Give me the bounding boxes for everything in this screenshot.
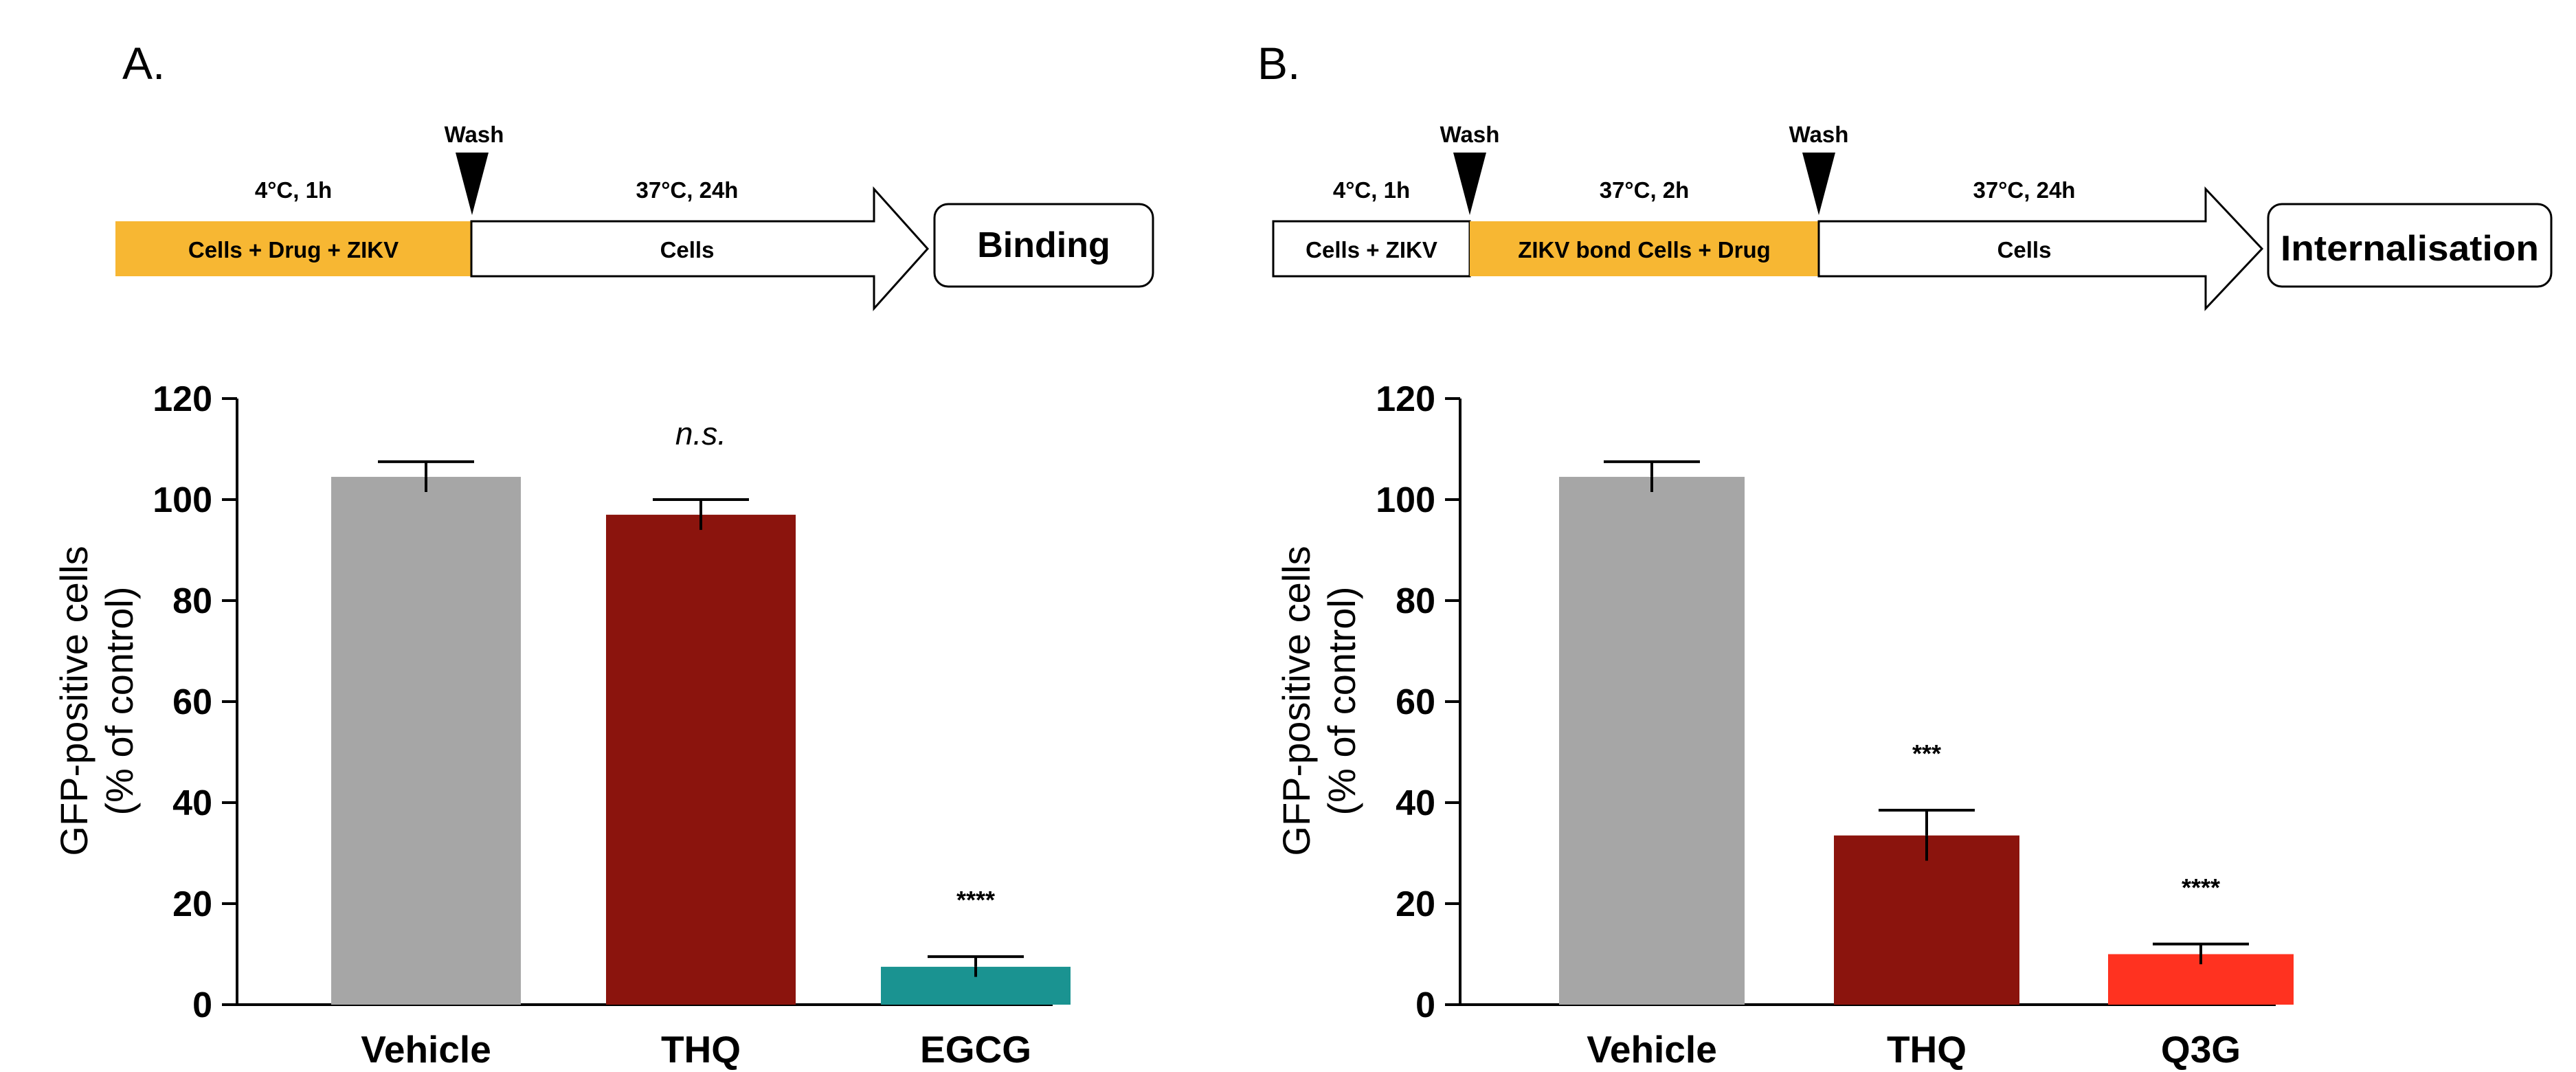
chart-b: 0 20 40 60 80 100 120 Vehicle THQ *** Q3G **** GFP… <box>1275 379 2294 1071</box>
schematic-a: Cells + Drug + ZIKV 4°C, 1h Cells 37°C, … <box>115 122 1154 311</box>
chart-b-ytick-label: 40 <box>1396 783 1435 823</box>
chart-a-bar-vehicle <box>331 476 521 1005</box>
schematic-b-wash-label-2: Wash <box>1789 122 1849 147</box>
panel-a: A. Cells + Drug + ZIKV 4°C, 1h Cells 37°… <box>52 38 1154 1071</box>
chart-a-ytick-label: 120 <box>153 379 212 419</box>
schematic-b-second-condition: 37°C, 24h <box>1973 177 2076 203</box>
chart-b-bar-vehicle <box>1559 476 1745 1005</box>
chart-b-ytick-label: 120 <box>1376 379 1435 419</box>
chart-a-significance-label: n.s. <box>675 416 726 451</box>
schematic-b-drug-box <box>1470 221 1819 276</box>
wash-marker-icon <box>1802 153 1835 215</box>
panel-a-label: A. <box>122 38 165 89</box>
schematic-a-wash-label: Wash <box>445 122 504 147</box>
chart-a-category-label: THQ <box>661 1028 741 1071</box>
chart-a-ylabel-line1: GFP-positive cells <box>52 546 96 856</box>
chart-b-ytick-label: 20 <box>1396 884 1435 924</box>
chart-b-category-label: Vehicle <box>1587 1028 1717 1071</box>
chart-b-ylabel-line1: GFP-positive cells <box>1275 546 1318 856</box>
schematic-a-second-condition: 37°C, 24h <box>636 177 739 203</box>
chart-b-ytick-label: 0 <box>1415 985 1435 1025</box>
schematic-b: Cells + ZIKV 4°C, 1h ZIKV bond Cells + D… <box>1272 122 2553 311</box>
schematic-a-first-condition: 4°C, 1h <box>255 177 332 203</box>
chart-b-ytick-label: 100 <box>1376 480 1435 520</box>
wash-marker-icon <box>456 153 489 215</box>
chart-a-category-label: EGCG <box>920 1028 1031 1071</box>
wash-marker-icon <box>1453 153 1486 215</box>
panel-b: B. Cells + ZIKV 4°C, 1h ZIKV bond Cells … <box>1257 38 2553 1071</box>
schematic-b-end-label: Internalisation <box>2281 229 2539 269</box>
chart-a: 0 20 40 60 80 100 120 Vehicle THQ n.s. EGCG **** G… <box>52 379 1071 1071</box>
schematic-b-first-condition: 4°C, 1h <box>1333 177 1410 203</box>
schematic-b-arrow <box>1817 186 2264 311</box>
schematic-b-mid-condition: 37°C, 2h <box>1600 177 1690 203</box>
schematic-b-drug-box-label: ZIKV bond Cells + Drug <box>1518 237 1771 263</box>
chart-b-ytick-label: 80 <box>1396 581 1435 621</box>
chart-b-bar-thq <box>1834 835 2019 1005</box>
schematic-a-arrow <box>470 186 930 311</box>
schematic-a-end-label: Binding <box>977 225 1110 265</box>
schematic-b-end-box <box>2267 203 2553 288</box>
chart-a-ytick-label: 20 <box>172 884 212 924</box>
chart-a-bar-thq <box>606 515 796 1005</box>
chart-b-ylabel-line2: (% of control) <box>1320 587 1363 816</box>
chart-b-significance-label: **** <box>2182 873 2220 902</box>
chart-a-ytick-label: 100 <box>153 480 212 520</box>
chart-a-ytick-label: 60 <box>172 682 212 722</box>
chart-a-ylabel-line2: (% of control) <box>98 587 141 816</box>
chart-a-ytick-label: 0 <box>192 985 212 1025</box>
chart-a-ytick-label: 80 <box>172 581 212 621</box>
chart-b-category-label: Q3G <box>2161 1028 2241 1071</box>
schematic-b-cells-label: Cells <box>1997 237 2052 263</box>
schematic-a-cells-label: Cells <box>660 237 715 263</box>
chart-b-category-label: THQ <box>1887 1028 1967 1071</box>
schematic-b-cells-zikv-label: Cells + ZIKV <box>1306 237 1437 263</box>
schematic-a-drug-box-label: Cells + Drug + ZIKV <box>188 237 399 263</box>
schematic-a-end-box <box>933 203 1154 288</box>
panel-b-label: B. <box>1257 38 1300 89</box>
chart-a-significance-label: **** <box>956 886 995 914</box>
schematic-a-drug-box <box>115 221 471 276</box>
chart-b-ytick-label: 60 <box>1396 682 1435 722</box>
chart-b-significance-label: *** <box>1912 739 1941 768</box>
chart-a-ytick-label: 40 <box>172 783 212 823</box>
chart-a-category-label: Vehicle <box>361 1028 491 1071</box>
schematic-b-cells-zikv-box <box>1272 220 1471 278</box>
schematic-b-wash-label-1: Wash <box>1440 122 1500 147</box>
